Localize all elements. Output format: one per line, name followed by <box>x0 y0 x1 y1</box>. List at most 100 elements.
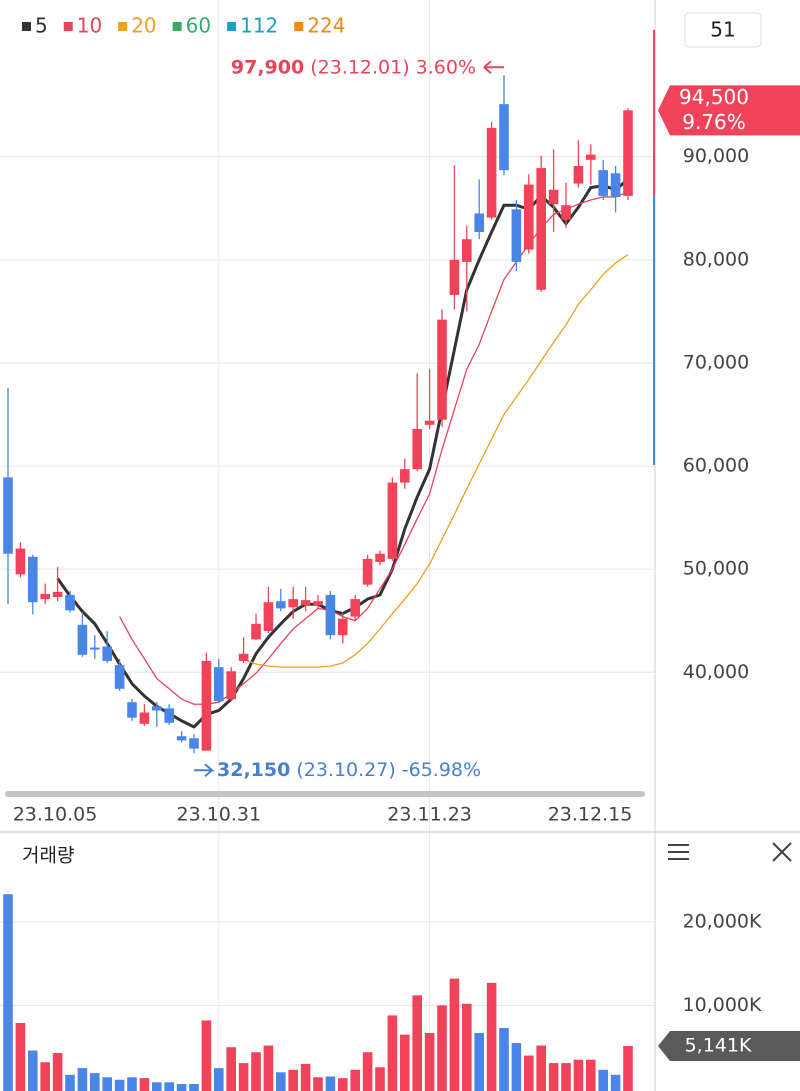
low-arrow <box>194 763 215 777</box>
count-box[interactable] <box>684 12 762 48</box>
legend-label: 60 <box>186 14 211 38</box>
legend-swatch <box>22 22 31 31</box>
candle-body <box>214 667 224 702</box>
candle-body <box>536 168 546 290</box>
grid-layer <box>0 0 655 1091</box>
candle-body <box>561 205 571 220</box>
y-tick-label: 10,000K <box>683 994 762 1016</box>
candle-body <box>102 646 112 661</box>
candle-body <box>176 736 187 741</box>
y-tick-label: 50,000 <box>683 558 749 580</box>
count-text: 51 <box>710 18 735 42</box>
volume-bar <box>276 1072 286 1091</box>
candle-body <box>610 173 621 197</box>
volume-bar <box>238 1063 249 1091</box>
legend-label: 10 <box>77 14 102 38</box>
candle-body <box>139 712 150 724</box>
candle-body <box>437 319 447 420</box>
legend-label: 112 <box>240 14 278 38</box>
candle-body <box>300 600 311 606</box>
candle-body <box>251 623 261 640</box>
volume-bar <box>15 1022 26 1091</box>
volume-bar <box>350 1069 360 1091</box>
volume-bar <box>28 1050 38 1091</box>
volume-bar <box>449 978 460 1091</box>
y-tick-label: 60,000 <box>683 455 749 477</box>
volume-bar <box>176 1083 187 1091</box>
candle-body <box>511 209 522 262</box>
volume-bar <box>536 1045 546 1091</box>
x-tick-label: 23.12.15 <box>548 804 633 826</box>
scroll-bar[interactable] <box>5 791 645 797</box>
volume-bar <box>90 1073 100 1091</box>
candle-body <box>40 593 50 600</box>
candle-body <box>462 239 472 262</box>
volume-bar <box>524 1055 534 1091</box>
legend-swatch <box>172 22 182 31</box>
candle-body <box>164 708 174 723</box>
candle-body <box>586 154 596 160</box>
last-price: 94,500 <box>679 85 749 109</box>
candle-body <box>276 601 286 609</box>
candle-body <box>65 594 75 611</box>
volume-bar <box>127 1077 137 1091</box>
volume-bar <box>288 1069 298 1091</box>
candle-body <box>201 660 212 751</box>
volume-title: 거래량 <box>22 845 74 867</box>
candle-body <box>375 553 385 562</box>
candle-body <box>3 477 13 554</box>
volume-bar <box>375 1067 385 1091</box>
legend-label: 20 <box>131 14 156 38</box>
volume-bar <box>65 1074 75 1091</box>
candle-body <box>598 170 608 196</box>
x-tick-label: 23.11.23 <box>387 804 472 826</box>
candle-body <box>114 665 125 689</box>
candle-body <box>486 127 497 218</box>
x-tick-label: 23.10.31 <box>176 804 261 826</box>
volume-bar <box>313 1077 323 1091</box>
candle-body <box>524 184 534 250</box>
volume-bar <box>623 1046 633 1091</box>
volume-bar <box>164 1082 174 1091</box>
high-change: 3.60% <box>416 56 476 78</box>
volume-bar <box>486 982 497 1091</box>
candle-body <box>127 702 137 718</box>
volume-bar <box>561 1063 571 1091</box>
last-price-box <box>658 85 800 136</box>
candle-body <box>226 671 236 700</box>
volume-bar <box>548 1063 559 1091</box>
volume-bar <box>263 1045 274 1091</box>
candle-body <box>412 428 422 470</box>
volume-bar <box>610 1074 621 1091</box>
volume-bar <box>189 1083 199 1091</box>
candle-body <box>338 618 348 636</box>
candle-body <box>474 213 484 233</box>
volume-bar <box>3 894 13 1091</box>
y-tick-label: 70,000 <box>683 351 749 373</box>
close-icon[interactable] <box>772 842 792 862</box>
last-volume-box <box>658 1031 800 1062</box>
candle-body <box>350 599 360 617</box>
high-annotation: 97,900 (23.12.01) 3.60% <box>231 56 476 78</box>
volume-bar <box>412 995 422 1091</box>
volume-bar <box>52 1053 63 1091</box>
low-annotation: 32,150 (23.10.27) -65.98% <box>217 759 481 781</box>
legend-swatch <box>294 22 304 31</box>
high-arrow <box>483 60 504 75</box>
volume-bar <box>511 1043 522 1091</box>
volume-bar <box>338 1078 348 1091</box>
legend-swatch <box>63 22 73 31</box>
legend-swatch <box>227 22 237 31</box>
low-value: 32,150 <box>217 759 290 781</box>
candle-body <box>424 420 435 425</box>
volume-bar <box>214 1068 224 1091</box>
candle-body <box>15 548 26 575</box>
candle-body <box>325 594 336 636</box>
volume-bar <box>77 1068 88 1091</box>
candle-body <box>387 482 398 559</box>
moving-average-line <box>243 254 629 668</box>
candle-body <box>449 259 460 295</box>
menu-icon[interactable] <box>668 844 689 860</box>
volume-bar <box>40 1062 50 1091</box>
